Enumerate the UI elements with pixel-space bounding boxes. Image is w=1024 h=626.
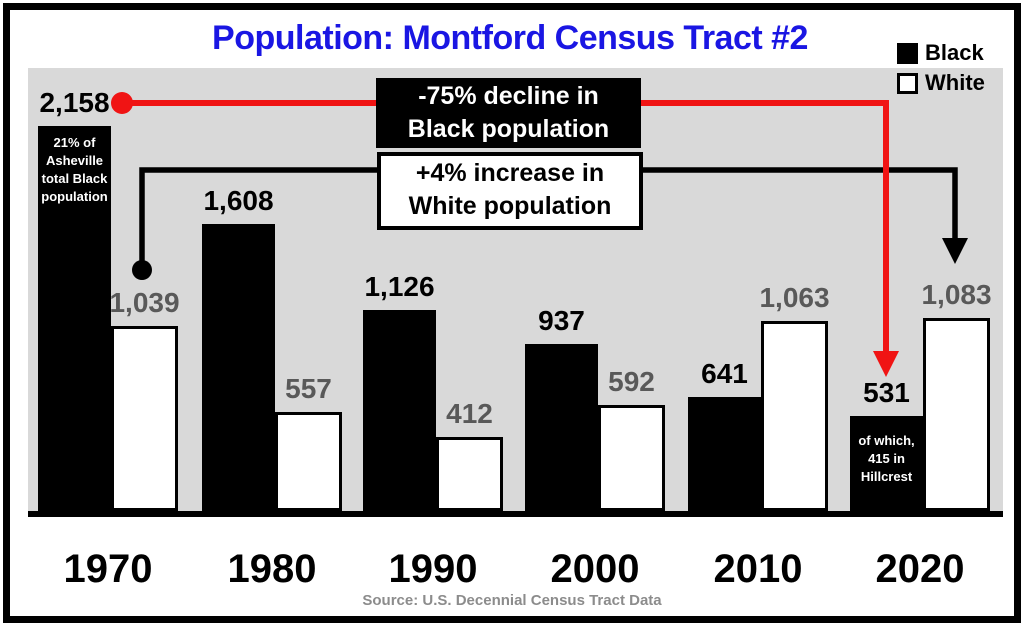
value-label-white-2020: 1,083 bbox=[921, 279, 992, 310]
bar-note-2020: of which, 415 in Hillcrest bbox=[850, 432, 923, 486]
year-label-1990: 1990 bbox=[388, 547, 478, 591]
callout-black-decline-line2: Black population bbox=[407, 115, 610, 143]
bar-group-2000: 937 592 2000 bbox=[525, 68, 665, 591]
value-label-black-1970: 2,158 bbox=[39, 87, 110, 118]
legend: Black White bbox=[897, 38, 985, 98]
bar-white-2010 bbox=[761, 321, 828, 511]
bar-white-1980 bbox=[275, 412, 342, 511]
source-caption: Source: U.S. Decennial Census Tract Data bbox=[362, 592, 662, 609]
value-label-white-2010: 1,063 bbox=[759, 282, 830, 313]
bar-group-1970: 2,158 21% of Asheville total Black populatio… bbox=[38, 68, 180, 591]
bar-note-1970: 21% of Asheville total Black population bbox=[38, 134, 111, 206]
chart-title: Population: Montford Census Tract #2 bbox=[212, 19, 808, 57]
value-label-white-1990: 412 bbox=[446, 398, 493, 429]
bar-col-white-1980: 557 bbox=[275, 68, 342, 511]
callout-white-increase: +4% increase in White population bbox=[377, 152, 643, 230]
value-label-black-2020: 531 bbox=[863, 377, 910, 408]
bar-black-1970: 21% of Asheville total Black population bbox=[38, 126, 111, 511]
bar-col-white-2000: 592 bbox=[598, 68, 665, 511]
bar-note-line: population bbox=[41, 189, 108, 204]
bar-white-2000 bbox=[598, 405, 665, 511]
year-label-1980: 1980 bbox=[227, 547, 317, 591]
bar-col-white-2020: 1,083 bbox=[921, 68, 992, 511]
bar-col-black-2010: 641 bbox=[688, 68, 761, 511]
value-label-white-1980: 557 bbox=[285, 373, 332, 404]
value-label-white-2000: 592 bbox=[608, 366, 655, 397]
year-label-1970: 1970 bbox=[63, 547, 153, 591]
bar-col-white-1970: 1,039 bbox=[109, 68, 180, 511]
bar-black-1990 bbox=[363, 310, 436, 511]
callout-white-increase-line2: White population bbox=[408, 192, 612, 220]
bar-group-1980: 1,608 557 1980 bbox=[202, 68, 342, 591]
bar-white-1990 bbox=[436, 437, 503, 511]
bar-note-line: total Black bbox=[41, 171, 108, 186]
bar-col-white-2010: 1,063 bbox=[759, 68, 830, 511]
bar-col-white-1990: 412 bbox=[436, 68, 503, 511]
legend-label-white: White bbox=[925, 70, 985, 95]
value-label-black-2000: 937 bbox=[538, 305, 585, 336]
bar-note-line: Asheville bbox=[45, 153, 104, 168]
white-swatch-icon bbox=[897, 72, 918, 94]
bar-note-line: Hillcrest bbox=[860, 469, 913, 484]
bar-col-black-1980: 1,608 bbox=[202, 68, 275, 511]
bar-note-line: 415 in bbox=[868, 451, 905, 466]
callout-white-increase-line1: +4% increase in bbox=[415, 159, 605, 187]
legend-label-black: Black bbox=[925, 40, 984, 65]
legend-item-white: White bbox=[897, 68, 985, 98]
value-label-black-1980: 1,608 bbox=[203, 185, 274, 216]
bar-black-2000 bbox=[525, 344, 598, 511]
year-label-2000: 2000 bbox=[550, 547, 640, 591]
year-label-2010: 2010 bbox=[713, 547, 803, 591]
bar-group-2020: 531 of which, 415 in Hillcrest 1,083 2020 bbox=[850, 68, 992, 591]
bar-note-line: of which, bbox=[858, 433, 915, 448]
value-label-white-1970: 1,039 bbox=[109, 287, 180, 318]
callout-black-decline: -75% decline in Black population bbox=[376, 78, 641, 148]
value-label-black-2010: 641 bbox=[701, 358, 748, 389]
bar-col-black-2020: 531 of which, 415 in Hillcrest bbox=[850, 68, 923, 511]
black-swatch-icon bbox=[897, 42, 918, 64]
slide-border-frame bbox=[3, 3, 1021, 623]
callout-black-decline-line1: -75% decline in bbox=[418, 82, 599, 110]
bar-white-2020 bbox=[923, 318, 990, 511]
bar-group-2010: 641 1,063 2010 bbox=[688, 68, 830, 591]
bar-col-black-1970: 2,158 21% of Asheville total Black populatio… bbox=[38, 68, 111, 511]
bar-note-line: 21% of bbox=[53, 135, 96, 150]
bar-black-1980 bbox=[202, 224, 275, 511]
year-label-2020: 2020 bbox=[875, 547, 965, 591]
bar-white-1970 bbox=[111, 326, 178, 511]
value-label-black-1990: 1,126 bbox=[364, 271, 435, 302]
bar-black-2020: of which, 415 in Hillcrest bbox=[850, 416, 923, 511]
bar-black-2010 bbox=[688, 397, 761, 511]
legend-item-black: Black bbox=[897, 38, 985, 68]
